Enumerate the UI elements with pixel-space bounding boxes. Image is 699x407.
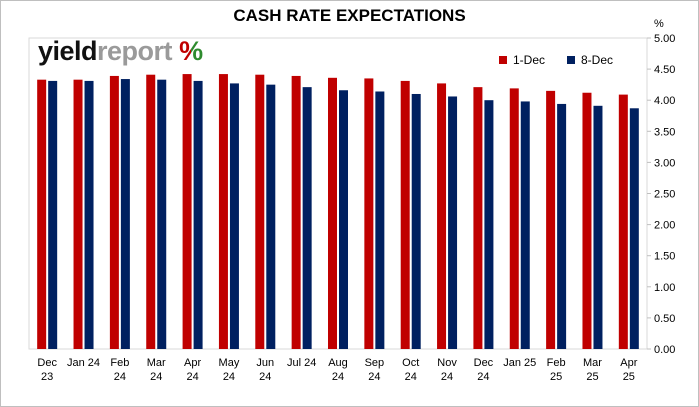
bar-1-dec-6 <box>255 74 265 349</box>
y-tick-label: 2.50 <box>654 189 675 201</box>
x-tick-label: 24 <box>186 371 198 383</box>
x-tick-label: 24 <box>477 371 489 383</box>
x-tick-label: 25 <box>586 371 598 383</box>
x-tick-label: Sep <box>365 357 385 369</box>
x-tick-label: May <box>219 357 240 369</box>
bar-8-dec-14 <box>557 103 567 349</box>
bar-1-dec-1 <box>73 79 83 349</box>
x-tick-label: 24 <box>441 371 453 383</box>
x-tick-label: Aug <box>328 357 348 369</box>
bar-8-dec-16 <box>629 108 639 349</box>
x-tick-label: 24 <box>332 371 344 383</box>
y-tick-label: 4.50 <box>654 64 675 76</box>
bar-8-dec-4 <box>193 80 203 349</box>
bar-8-dec-9 <box>375 91 385 349</box>
bar-8-dec-7 <box>302 87 312 349</box>
x-tick-label: 24 <box>368 371 380 383</box>
x-tick-label: Dec <box>37 357 57 369</box>
bar-8-dec-5 <box>229 83 239 349</box>
y-tick-label: 3.00 <box>654 157 675 169</box>
logo-percent-icon: % <box>179 36 203 66</box>
bar-8-dec-0 <box>48 80 58 349</box>
x-tick-label: Feb <box>547 357 566 369</box>
x-tick-label: 24 <box>114 371 126 383</box>
bar-8-dec-11 <box>448 96 458 349</box>
bar-8-dec-13 <box>520 101 530 349</box>
x-tick-label: Feb <box>110 357 129 369</box>
logo-percent-part1: % <box>179 36 203 66</box>
x-tick-label: Mar <box>147 357 166 369</box>
x-tick-label: Apr <box>620 357 637 369</box>
yieldreport-logo: yieldreport % <box>38 36 203 67</box>
y-tick-label: 5.00 <box>654 33 675 45</box>
logo-word-yield: yield <box>38 36 98 66</box>
bar-1-dec-10 <box>400 80 410 349</box>
x-tick-label: Dec <box>474 357 494 369</box>
legend-label-1dec: 1-Dec <box>513 53 546 67</box>
bar-1-dec-5 <box>218 74 228 350</box>
bar-1-dec-12 <box>473 87 483 349</box>
y-axis-label: % <box>654 18 664 30</box>
bar-1-dec-15 <box>582 92 592 350</box>
y-tick-label: 1.00 <box>654 282 675 294</box>
y-tick-label: 0.50 <box>654 313 675 325</box>
x-tick-label: Oct <box>402 357 419 369</box>
bar-1-dec-9 <box>364 78 374 350</box>
bar-1-dec-2 <box>109 75 119 349</box>
bar-8-dec-2 <box>120 79 130 349</box>
bar-8-dec-1 <box>84 80 94 349</box>
bar-8-dec-3 <box>157 79 167 349</box>
y-tick-label: 2.00 <box>654 220 675 232</box>
y-tick-label: 0.00 <box>654 344 675 356</box>
x-tick-label: Nov <box>437 357 457 369</box>
x-tick-label: 24 <box>223 371 235 383</box>
legend-swatch-1dec <box>499 56 507 64</box>
bar-1-dec-4 <box>182 74 192 350</box>
bar-8-dec-6 <box>266 84 276 350</box>
legend-item-1dec: 1-Dec <box>499 53 545 67</box>
bar-1-dec-16 <box>618 94 628 350</box>
x-tick-label: 24 <box>405 371 417 383</box>
x-tick-label: 25 <box>623 371 635 383</box>
bar-1-dec-8 <box>328 77 337 350</box>
y-tick-label: 1.50 <box>654 251 675 263</box>
bar-1-dec-11 <box>437 83 447 349</box>
y-tick-label: 3.50 <box>654 126 675 138</box>
bar-1-dec-7 <box>291 75 301 349</box>
x-tick-label: Jan 25 <box>503 357 536 369</box>
x-tick-label: 24 <box>150 371 162 383</box>
bar-1-dec-14 <box>546 90 556 350</box>
x-tick-label: 23 <box>41 371 53 383</box>
x-tick-label: Jan 24 <box>67 357 100 369</box>
y-tick-label: 4.00 <box>654 95 675 107</box>
x-tick-label: Jul 24 <box>287 357 316 369</box>
bar-8-dec-12 <box>484 100 494 349</box>
x-tick-label: Apr <box>184 357 201 369</box>
x-tick-label: 25 <box>550 371 562 383</box>
logo-word-report: report <box>97 36 173 66</box>
chart-title: CASH RATE EXPECTATIONS <box>233 6 466 25</box>
x-tick-label: 24 <box>259 371 271 383</box>
bar-1-dec-0 <box>37 79 47 349</box>
legend-label-8dec: 8-Dec <box>581 53 614 67</box>
bar-8-dec-10 <box>411 93 421 349</box>
bar-8-dec-8 <box>339 90 348 350</box>
legend-swatch-8dec <box>567 56 575 64</box>
x-tick-label: Jun <box>256 357 274 369</box>
bar-1-dec-3 <box>146 74 156 349</box>
bar-8-dec-15 <box>593 105 603 349</box>
x-tick-label: Mar <box>583 357 602 369</box>
legend-item-8dec: 8-Dec <box>567 53 613 67</box>
bar-1-dec-13 <box>509 88 519 350</box>
